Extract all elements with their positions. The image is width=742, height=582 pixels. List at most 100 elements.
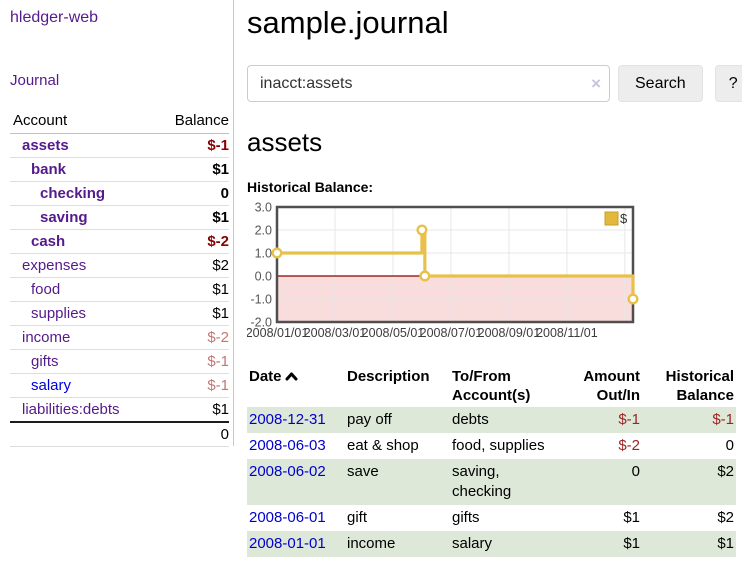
- account-balance: $-2: [153, 325, 229, 350]
- account-name-cell: saving: [10, 205, 154, 230]
- account-name-cell: salary: [10, 373, 154, 398]
- account-balance: 0: [153, 181, 229, 206]
- account-name-cell: bank: [10, 157, 154, 182]
- account-name-cell: expenses: [10, 253, 154, 278]
- account-balance: $2: [153, 253, 229, 278]
- svg-text:2.0: 2.0: [255, 224, 272, 238]
- account-name-cell: food: [10, 277, 154, 302]
- account-row: expenses $2: [10, 253, 229, 278]
- register-header-date[interactable]: Date: [247, 365, 345, 407]
- transaction-date-link[interactable]: 2008-06-02: [249, 463, 326, 480]
- account-name-cell: gifts: [10, 349, 154, 374]
- register-row: 2008-12-31 pay off debts $-1 $-1: [247, 407, 736, 433]
- transaction-date-link[interactable]: 2008-06-01: [249, 509, 326, 526]
- register-row: 2008-01-01 income salary $1 $1: [247, 531, 736, 557]
- date-header-label: Date: [249, 368, 282, 385]
- account-balance: $1: [153, 397, 229, 423]
- accounts-table: Account Balance assets $-1 bank $1 checking 0…: [10, 109, 229, 447]
- accounts-header-row: Account Balance: [10, 109, 229, 134]
- account-row: saving $1: [10, 205, 229, 230]
- sidebar-account-food[interactable]: food: [31, 281, 61, 298]
- register-accounts-cell: gifts: [452, 509, 480, 526]
- account-name-cell: checking: [10, 181, 154, 206]
- register-balance-cell: $1: [717, 535, 734, 552]
- svg-text:3.0: 3.0: [255, 201, 272, 215]
- page-title: sample.journal: [247, 5, 449, 40]
- register-table: Date Description To/From Account(s) Amou…: [247, 365, 736, 557]
- account-row: cash $-2: [10, 229, 229, 254]
- register-amount-cell: $1: [623, 509, 640, 526]
- register-balance-cell: 0: [725, 437, 734, 454]
- register-row: 2008-06-02 save saving, checking 0 $2: [247, 459, 736, 505]
- account-name-cell: income: [10, 325, 154, 350]
- svg-text:2008/07/01: 2008/07/01: [420, 326, 483, 340]
- accounts-total-spacer: [10, 421, 154, 447]
- svg-text:2008/01/01: 2008/01/01: [247, 326, 308, 340]
- account-row: supplies $1: [10, 301, 229, 326]
- sidebar-account-gifts[interactable]: gifts: [31, 353, 59, 370]
- svg-text:2008/03/01: 2008/03/01: [304, 326, 367, 340]
- accounts-total-row: 0: [10, 421, 229, 447]
- register-description-cell: save: [347, 463, 379, 480]
- account-row: checking 0: [10, 181, 229, 206]
- sidebar-account-salary[interactable]: salary: [31, 377, 72, 394]
- account-name-cell: cash: [10, 229, 154, 254]
- sort-ascending-icon: [285, 367, 298, 386]
- register-date-cell: 2008-01-01: [247, 531, 345, 557]
- svg-text:-2.0: -2.0: [250, 316, 272, 330]
- svg-text:2008/05/01: 2008/05/01: [362, 326, 425, 340]
- register-description-cell: eat & shop: [347, 437, 419, 454]
- sidebar-account-assets[interactable]: assets: [22, 137, 69, 154]
- account-balance: $-1: [153, 349, 229, 374]
- account-row: salary $-1: [10, 373, 229, 398]
- account-balance: $1: [153, 205, 229, 230]
- search-form: × Search ?: [247, 65, 742, 102]
- search-button[interactable]: Search: [618, 65, 703, 102]
- sidebar-account-saving[interactable]: saving: [40, 209, 88, 226]
- sidebar-account-checking[interactable]: checking: [40, 185, 106, 202]
- register-amount-cell: $-2: [618, 437, 640, 454]
- account-name-cell: assets: [10, 133, 154, 158]
- account-balance: $1: [153, 157, 229, 182]
- historical-balance-chart: 3.0 2.0 1.0 0.0 -1.0 -2.02008/01/012008/03/01…: [247, 201, 639, 340]
- sidebar-account-cash[interactable]: cash: [31, 233, 66, 250]
- transaction-date-link[interactable]: 2008-06-03: [249, 437, 326, 454]
- accounts-header-account: Account: [10, 109, 154, 134]
- search-input-wrap: ×: [247, 65, 610, 102]
- svg-text:-1.0: -1.0: [250, 293, 272, 307]
- register-amount-cell: $-1: [618, 411, 640, 428]
- account-title: assets: [247, 127, 323, 157]
- svg-text:2008/09/01: 2008/09/01: [478, 326, 541, 340]
- help-button[interactable]: ?: [714, 65, 742, 102]
- register-balance-cell: $2: [717, 463, 734, 480]
- transaction-date-link[interactable]: 2008-12-31: [249, 411, 326, 428]
- sidebar-account-liabilities-debts[interactable]: liabilities:debts: [22, 401, 120, 418]
- search-input[interactable]: [247, 65, 610, 102]
- register-row: 2008-06-03 eat & shop food, supplies $-2 0: [247, 433, 736, 459]
- account-row: liabilities:debts $1: [10, 397, 229, 423]
- account-balance: $-2: [153, 229, 229, 254]
- transaction-date-link[interactable]: 2008-01-01: [249, 535, 326, 552]
- sidebar-account-bank[interactable]: bank: [31, 161, 67, 178]
- sidebar-account-supplies[interactable]: supplies: [31, 305, 87, 322]
- register-description-cell: gift: [347, 509, 368, 526]
- register-date-cell: 2008-06-03: [247, 433, 345, 459]
- accounts-header-balance: Balance: [153, 109, 229, 134]
- sidebar-item-journal[interactable]: Journal: [10, 72, 60, 89]
- sidebar-account-expenses[interactable]: expenses: [22, 257, 87, 274]
- account-balance: $1: [153, 277, 229, 302]
- brand-link[interactable]: hledger-web: [10, 9, 99, 26]
- accounts-table-body: assets $-1 bank $1 checking 0 saving $1 cash $-2 e…: [10, 133, 229, 423]
- clear-search-icon[interactable]: ×: [591, 73, 601, 93]
- account-row: income $-2: [10, 325, 229, 350]
- register-accounts-cell: food, supplies: [452, 437, 545, 454]
- svg-text:1.0: 1.0: [255, 247, 272, 261]
- svg-text:0.0: 0.0: [255, 270, 272, 284]
- register-amount-cell: 0: [631, 463, 640, 480]
- register-accounts-cell: salary: [452, 535, 493, 552]
- register-description-cell: pay off: [347, 411, 392, 428]
- sidebar-account-income[interactable]: income: [22, 329, 71, 346]
- svg-text:$: $: [620, 211, 628, 226]
- register-amount-cell: $1: [623, 535, 640, 552]
- register-row: 2008-06-01 gift gifts $1 $2: [247, 505, 736, 531]
